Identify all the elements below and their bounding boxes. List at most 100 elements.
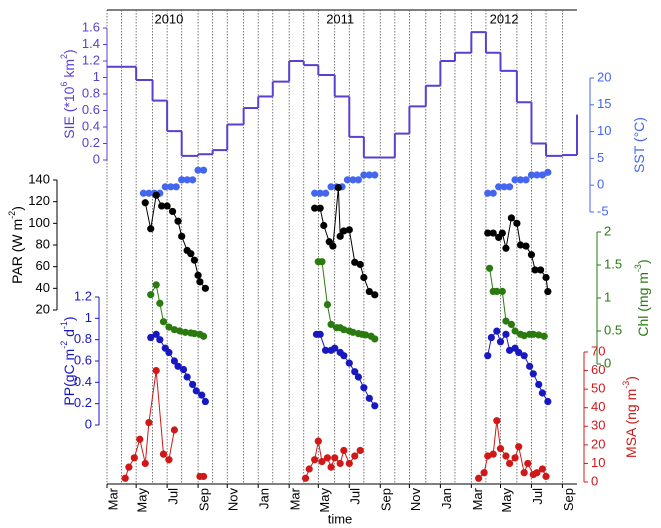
data-point — [336, 459, 344, 468]
data-point — [194, 166, 202, 174]
data-point — [524, 459, 532, 468]
y-axis-label-part: ) — [9, 206, 25, 211]
y-tick-label: 0.8 — [82, 85, 100, 100]
data-point — [141, 459, 149, 468]
y-tick-label: 50 — [591, 381, 605, 396]
y-tick-label: 1.6 — [82, 19, 100, 34]
data-point — [527, 251, 536, 259]
y-tick-label: 60 — [591, 362, 605, 377]
data-point — [334, 183, 342, 192]
data-point — [526, 362, 534, 370]
x-tick-label: May — [499, 488, 514, 513]
data-point — [199, 166, 208, 174]
y-tick-label: 0.2 — [74, 395, 92, 410]
data-point — [305, 465, 313, 473]
data-point — [505, 459, 514, 468]
data-point — [515, 443, 523, 451]
data-point — [493, 327, 501, 335]
data-point — [340, 326, 348, 334]
data-point — [194, 271, 202, 279]
data-point — [360, 384, 368, 392]
x-tick-label: Nov — [226, 488, 241, 512]
data-point — [495, 183, 503, 191]
data-point — [179, 365, 188, 374]
data-point — [493, 287, 501, 295]
y-tick-label: 15 — [597, 96, 611, 111]
y-tick-label: 1.5 — [604, 256, 622, 271]
data-point — [316, 189, 324, 197]
data-point — [340, 446, 348, 455]
y-tick-label: 30 — [591, 418, 605, 433]
data-point — [327, 320, 335, 328]
data-point — [480, 469, 488, 477]
data-point — [192, 387, 200, 395]
y-tick-label: 0 — [604, 355, 611, 370]
series-line — [150, 261, 545, 340]
y-axis-label-part: ) — [623, 376, 639, 381]
data-point — [489, 450, 497, 458]
data-point — [505, 346, 514, 354]
data-point — [536, 266, 545, 274]
data-point — [336, 232, 344, 240]
data-point — [351, 452, 359, 460]
data-point — [320, 221, 328, 230]
data-point — [513, 219, 521, 227]
data-point — [487, 333, 495, 342]
y-tick-label: 40 — [591, 399, 605, 414]
y-axis-label-part: -3 — [633, 264, 643, 272]
data-point — [178, 176, 186, 184]
data-point — [529, 370, 537, 378]
data-point — [343, 176, 352, 184]
data-point — [356, 260, 364, 269]
data-point — [136, 435, 144, 443]
data-point — [349, 176, 357, 184]
y-tick-label: 1 — [85, 310, 92, 325]
data-point — [329, 242, 337, 250]
y-tick-label: 10 — [597, 123, 611, 138]
y-tick-label: 1.2 — [74, 288, 92, 303]
x-axis-label: time — [328, 511, 353, 526]
y-axis-label: PAR (W m-2) — [7, 206, 24, 284]
y-axis-label-part: PAR (W m — [9, 219, 25, 284]
data-point — [147, 225, 155, 233]
data-point — [360, 273, 368, 282]
data-point — [327, 463, 335, 471]
data-point — [484, 229, 492, 237]
data-point — [498, 229, 506, 237]
data-point — [198, 391, 206, 399]
x-tick-label: Jul — [348, 488, 363, 505]
data-point — [311, 204, 319, 212]
y-tick-label: 100 — [28, 215, 50, 230]
y-tick-label: 0.4 — [74, 374, 92, 389]
data-point — [371, 335, 379, 343]
data-point — [172, 183, 180, 191]
data-point — [507, 320, 516, 328]
y-tick-label: 0.2 — [82, 135, 100, 150]
data-point — [196, 278, 204, 286]
data-point — [520, 352, 528, 360]
data-point — [189, 176, 197, 184]
data-point — [152, 330, 160, 338]
y-axis-label: MSA (ng m-3) — [621, 376, 638, 458]
data-point — [485, 264, 494, 272]
data-point — [147, 333, 155, 342]
data-point — [354, 176, 362, 184]
data-point — [511, 327, 519, 335]
data-point — [496, 338, 505, 346]
y-tick-label: 0.8 — [74, 331, 92, 346]
y-tick-label: 1.2 — [82, 52, 100, 67]
y-tick-label: 0.5 — [604, 322, 622, 337]
data-point — [544, 168, 552, 176]
y-tick-label: 20 — [591, 436, 605, 451]
y-axis-label-part: -1 — [59, 321, 69, 329]
data-point — [152, 366, 160, 375]
y-tick-label: 0 — [85, 416, 92, 431]
data-point — [531, 266, 539, 274]
data-point — [145, 189, 153, 197]
y-axis-label: Chl (mg m-3) — [633, 259, 650, 336]
data-point — [323, 301, 332, 309]
y-tick-label: 0.4 — [82, 118, 100, 133]
y-axis-label-part: ) — [61, 316, 77, 321]
data-point — [145, 418, 153, 427]
